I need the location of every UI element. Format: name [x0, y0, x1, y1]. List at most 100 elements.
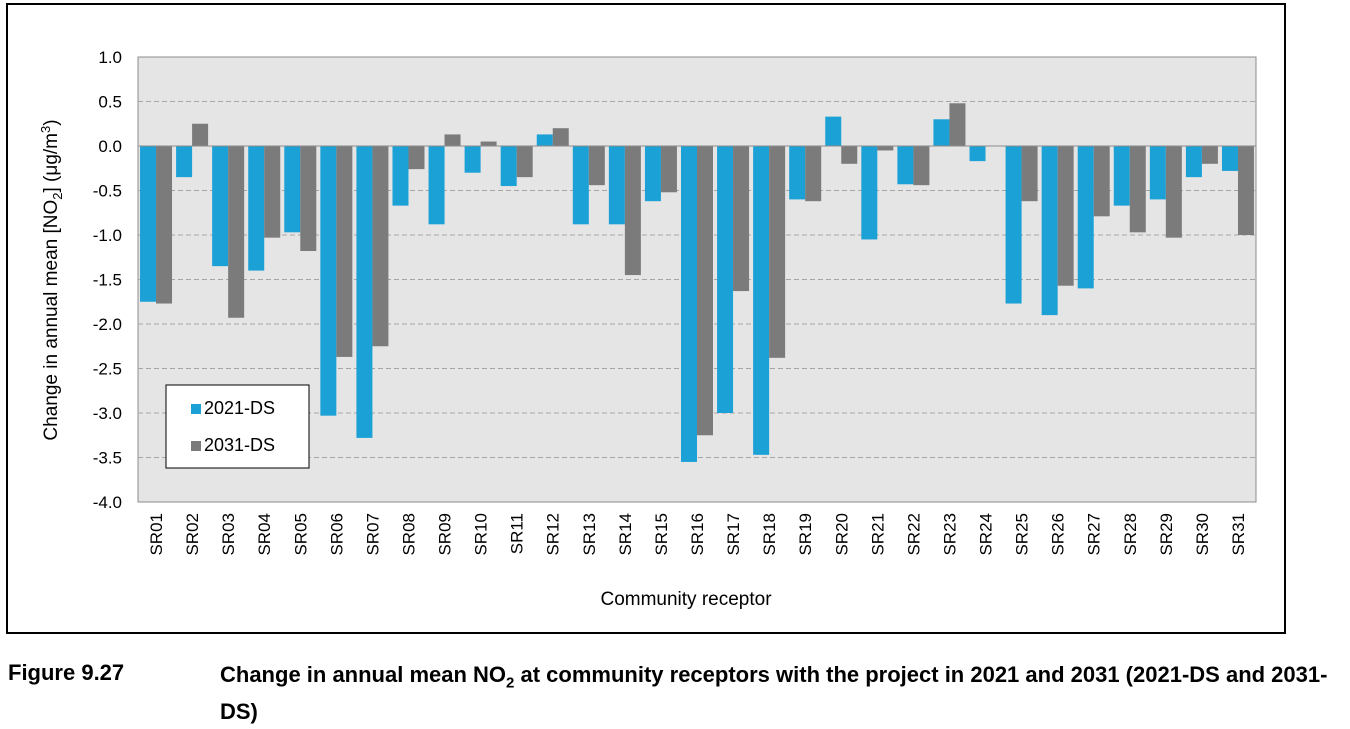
bar-2031-DS-SR15 — [660, 146, 677, 193]
bar-2031-DS-SR27 — [1093, 146, 1110, 217]
bar-2031-DS-SR17 — [733, 146, 750, 292]
bar-2031-DS-SR23 — [949, 103, 966, 146]
bar-2031-DS-SR14 — [624, 146, 641, 276]
x-tick-label: SR22 — [904, 513, 923, 556]
bar-2021-DS-SR25 — [1005, 146, 1022, 304]
bar-2031-DS-SR18 — [769, 146, 786, 358]
y-tick-label: -3.0 — [93, 404, 122, 423]
bar-2031-DS-SR22 — [913, 146, 930, 186]
x-tick-label: SR29 — [1157, 513, 1176, 556]
legend-swatch — [191, 404, 201, 414]
bars — [138, 103, 1256, 462]
bar-2021-DS-SR27 — [1077, 146, 1094, 289]
x-tick-label: SR14 — [616, 513, 635, 556]
x-tick-label: SR12 — [544, 513, 563, 556]
x-tick-label: SR07 — [363, 513, 382, 556]
x-tick-label: SR02 — [183, 513, 202, 556]
bar-2021-DS-SR17 — [717, 146, 734, 413]
bar-2021-DS-SR23 — [933, 119, 950, 146]
x-tick-label: SR26 — [1049, 513, 1068, 556]
bar-2031-DS-SR03 — [228, 146, 245, 318]
bar-2031-DS-SR20 — [841, 146, 858, 164]
bar-2031-DS-SR11 — [516, 146, 533, 178]
x-tick-label: SR04 — [255, 513, 274, 556]
bar-2031-DS-SR19 — [805, 146, 822, 202]
bar-2031-DS-SR05 — [300, 146, 317, 252]
x-axis-label: Community receptor — [600, 589, 772, 610]
bar-2021-DS-SR30 — [1185, 146, 1202, 178]
bar-2021-DS-SR14 — [608, 146, 625, 225]
bar-2021-DS-SR10 — [464, 146, 481, 173]
bar-2031-DS-SR21 — [877, 146, 894, 151]
legend-label: 2021-DS — [204, 398, 275, 418]
x-tick-label: SR05 — [291, 513, 310, 556]
x-tick-label: SR03 — [219, 513, 238, 556]
legend: 2021-DS 2031-DS — [165, 384, 310, 469]
x-tick-label: SR13 — [580, 513, 599, 556]
bar-2031-DS-SR13 — [588, 146, 605, 186]
legend-box — [165, 384, 310, 469]
x-tick-label: SR10 — [472, 513, 491, 556]
bar-2021-DS-SR24 — [969, 146, 986, 162]
bar-2021-DS-SR11 — [500, 146, 517, 187]
bar-2031-DS-SR25 — [1021, 146, 1038, 202]
y-tick-label: -3.5 — [93, 449, 122, 468]
bar-2031-DS-SR07 — [372, 146, 389, 347]
x-tick-label: SR25 — [1013, 513, 1032, 556]
bar-2021-DS-SR04 — [248, 146, 265, 271]
x-tick-label: SR16 — [688, 513, 707, 556]
bar-2021-DS-SR01 — [140, 146, 157, 302]
bar-2031-DS-SR09 — [444, 134, 461, 146]
bar-2031-DS-SR29 — [1165, 146, 1182, 238]
y-tick-label: 0.0 — [98, 137, 122, 156]
x-tick-label: SR23 — [940, 513, 959, 556]
bar-2021-DS-SR12 — [536, 134, 553, 146]
bar-2021-DS-SR18 — [753, 146, 770, 455]
bar-2031-DS-SR12 — [552, 128, 569, 146]
y-tick-label: -0.5 — [93, 182, 122, 201]
bar-2031-DS-SR10 — [480, 141, 497, 146]
bar-2021-DS-SR29 — [1149, 146, 1166, 200]
x-tick-label: SR18 — [760, 513, 779, 556]
bar-2021-DS-SR05 — [284, 146, 301, 233]
bar-2021-DS-SR16 — [681, 146, 697, 462]
bar-2021-DS-SR09 — [428, 146, 445, 225]
bar-2021-DS-SR15 — [644, 146, 661, 202]
bar-2031-DS-SR31 — [1237, 146, 1254, 235]
y-tick-label: -4.0 — [93, 493, 122, 512]
y-tick-label: -1.5 — [93, 271, 122, 290]
bar-2031-DS-SR01 — [156, 146, 173, 304]
bar-2031-DS-SR04 — [264, 146, 281, 238]
x-tick-label: SR08 — [399, 513, 418, 556]
y-tick-label: -1.0 — [93, 226, 122, 245]
bar-2021-DS-SR07 — [356, 146, 373, 438]
bar-2021-DS-SR28 — [1113, 146, 1130, 206]
x-tick-label: SR27 — [1085, 513, 1104, 556]
y-axis-ticks: 1.0 0.5 0.0 -0.5 -1.0 -1.5 -2.0 -2.5 -3.0 -3.5 -4.… — [93, 48, 122, 512]
y-tick-label: -2.5 — [93, 360, 122, 379]
bar-2021-DS-SR20 — [825, 116, 842, 146]
x-tick-label: SR11 — [508, 513, 527, 554]
figure-caption: Change in annual mean NO2 at community r… — [220, 662, 1328, 725]
y-tick-label: 0.5 — [98, 93, 122, 112]
x-tick-label: SR30 — [1193, 513, 1212, 556]
x-tick-label: SR19 — [796, 513, 815, 556]
x-tick-label: SR09 — [436, 513, 455, 556]
x-tick-label: SR17 — [724, 513, 743, 556]
x-tick-label: SR28 — [1121, 513, 1140, 556]
x-tick-label: SR15 — [652, 513, 671, 556]
x-tick-label: SR01 — [147, 513, 166, 556]
legend-swatch — [191, 441, 201, 451]
bar-2031-DS-SR08 — [408, 146, 425, 170]
bar-2031-DS-SR16 — [697, 146, 713, 436]
bar-2021-DS-SR06 — [320, 146, 337, 416]
bar-2021-DS-SR31 — [1221, 146, 1238, 171]
bar-2031-DS-SR02 — [192, 123, 209, 146]
x-tick-label: SR31 — [1229, 513, 1248, 556]
y-tick-label: 1.0 — [98, 48, 122, 67]
bar-2021-DS-SR19 — [789, 146, 806, 200]
x-tick-label: SR24 — [977, 513, 996, 556]
bar-2021-DS-SR22 — [897, 146, 914, 185]
bar-2021-DS-SR03 — [212, 146, 229, 267]
bar-2031-DS-SR30 — [1201, 146, 1218, 164]
